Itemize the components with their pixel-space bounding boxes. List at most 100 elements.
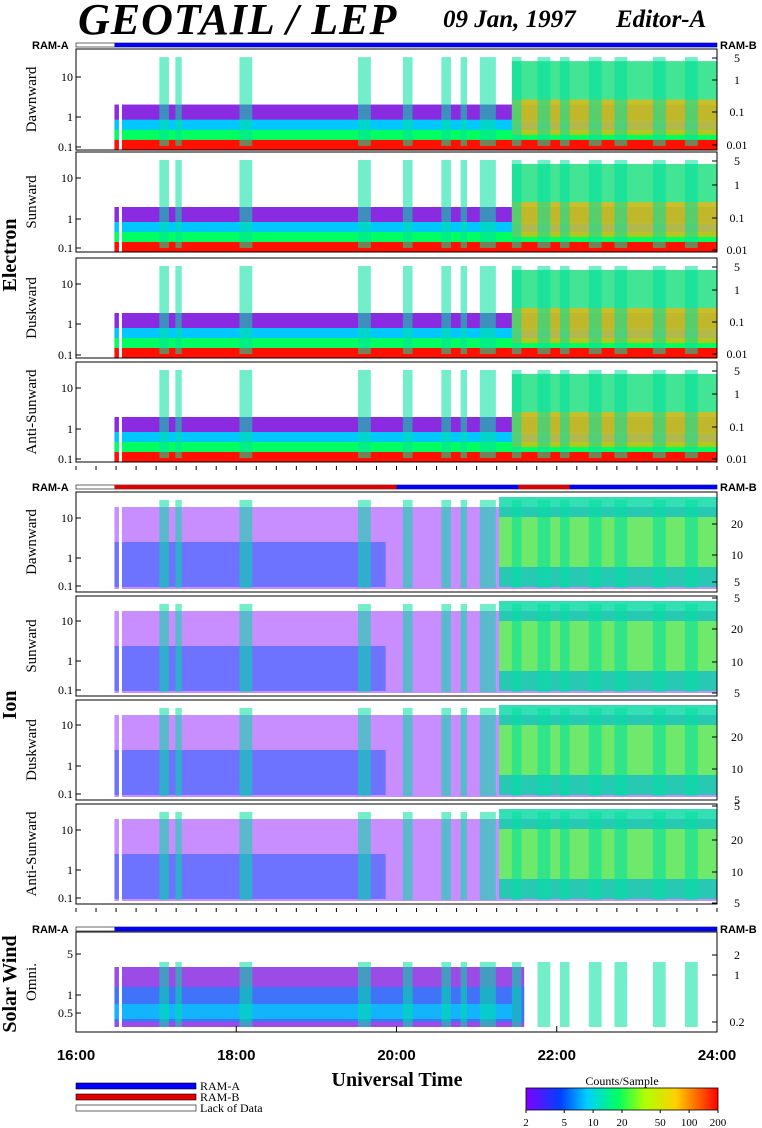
left-tick-label: 0.1 bbox=[58, 787, 73, 801]
left-tick-label: 10 bbox=[61, 718, 73, 732]
spectrum-burst bbox=[684, 962, 698, 1027]
left-tick-label: 0.1 bbox=[58, 579, 73, 593]
right-tick-label: 20 bbox=[731, 730, 743, 744]
x-tick-label: 20:00 bbox=[377, 1047, 415, 1064]
data-gap bbox=[118, 596, 122, 696]
spectrum-burst bbox=[588, 370, 602, 458]
panel-5 bbox=[75, 491, 718, 593]
right-tick-label: 1 bbox=[734, 283, 740, 297]
data-gap bbox=[118, 700, 122, 800]
panel-1 bbox=[75, 48, 718, 151]
spectrum-burst bbox=[358, 962, 371, 1027]
spectrum-burst bbox=[652, 370, 666, 458]
spectrum-burst bbox=[537, 812, 551, 900]
panel-label: Anti-Sunward bbox=[24, 369, 40, 454]
panel-2 bbox=[75, 151, 718, 253]
panel-label: Duskward bbox=[24, 719, 40, 781]
spectrum-band bbox=[499, 829, 717, 879]
group-label: Ion bbox=[0, 691, 21, 720]
colorbar-title: Counts/Sample bbox=[585, 1074, 658, 1088]
spectrum-burst bbox=[652, 604, 666, 692]
spectrum-burst bbox=[479, 708, 496, 796]
right-tick-label: 20 bbox=[731, 833, 743, 847]
spectrum-burst bbox=[684, 266, 698, 354]
right-tick-label: 5 bbox=[734, 799, 740, 813]
spectrum-burst bbox=[614, 266, 628, 354]
panel-frame bbox=[75, 361, 718, 463]
spectrum-burst bbox=[537, 57, 551, 146]
ram-b-label: RAM-B bbox=[720, 924, 757, 936]
spectrum-burst bbox=[358, 812, 371, 900]
right-tick-label: 0.01 bbox=[727, 243, 748, 257]
colorbar-tick-label: 200 bbox=[710, 1117, 727, 1128]
right-tick-label: 5 bbox=[734, 896, 740, 910]
spectrum-burst bbox=[479, 57, 496, 146]
spectrum-burst bbox=[402, 604, 413, 692]
x-tick-label: 16:00 bbox=[57, 1047, 95, 1064]
right-tick-label: 5 bbox=[734, 591, 740, 605]
panel-label: Anti-Sunward bbox=[24, 811, 40, 896]
right-tick-label: 0.2 bbox=[730, 1015, 745, 1029]
panel-frame bbox=[75, 151, 718, 253]
left-tick-label: 1 bbox=[67, 654, 73, 668]
spectrum-burst bbox=[358, 57, 371, 146]
panel-label: Dawnward bbox=[24, 66, 40, 132]
spectrum-burst bbox=[239, 812, 253, 900]
spectrum-burst bbox=[358, 370, 371, 458]
spectrum-band bbox=[114, 139, 717, 150]
spectrum-burst bbox=[441, 812, 451, 900]
spectrum-burst bbox=[559, 500, 570, 588]
right-tick-label: 0.1 bbox=[730, 211, 745, 225]
panel-label: Sunward bbox=[24, 175, 40, 229]
left-tick-label: 0.5 bbox=[58, 1006, 73, 1020]
spectrum-burst bbox=[358, 160, 371, 248]
left-tick-label: 1 bbox=[67, 422, 73, 436]
panel-frame bbox=[75, 48, 718, 151]
left-tick-label: 1 bbox=[67, 863, 73, 877]
legend-label: RAM-A bbox=[200, 1079, 240, 1093]
spectrum-burst bbox=[460, 962, 468, 1027]
ram-a-label: RAM-A bbox=[32, 924, 69, 936]
spectrum-burst bbox=[511, 708, 522, 796]
spectrum-burst bbox=[652, 57, 666, 146]
ram-bar-1 bbox=[75, 42, 718, 48]
right-tick-label: 5 bbox=[734, 793, 740, 807]
data-gap bbox=[118, 932, 122, 1032]
spectrum-burst bbox=[159, 604, 169, 692]
spectrum-burst bbox=[511, 266, 522, 354]
right-tick-label: 10 bbox=[731, 548, 743, 562]
data-gap bbox=[118, 152, 122, 252]
spectrum-burst bbox=[614, 604, 628, 692]
right-tick-label: 0.1 bbox=[730, 105, 745, 119]
spectrum-burst bbox=[460, 370, 468, 458]
chart-title: GEOTAIL / LEP bbox=[78, 0, 398, 44]
spectrum-band bbox=[114, 452, 717, 462]
panel-7 bbox=[75, 699, 718, 801]
spectrum-burst bbox=[614, 57, 628, 146]
spectrum-burst bbox=[652, 500, 666, 588]
spectrum-burst bbox=[588, 812, 602, 900]
spectrum-band bbox=[499, 517, 717, 567]
spectrum-burst bbox=[652, 160, 666, 248]
group-label: Electron bbox=[0, 219, 21, 292]
legend-swatch bbox=[75, 1104, 197, 1112]
spectrum-burst bbox=[614, 708, 628, 796]
colorbar-tick-label: 5 bbox=[561, 1117, 567, 1128]
x-tick-label: 18:00 bbox=[217, 1047, 255, 1064]
data-gap bbox=[118, 362, 122, 462]
spectrum-burst bbox=[479, 266, 496, 354]
spectrum-burst bbox=[175, 370, 182, 458]
spectrum-band bbox=[114, 348, 717, 358]
spectrum-burst bbox=[460, 500, 468, 588]
colorbar-tick-label: 50 bbox=[655, 1117, 667, 1128]
ram-b-label: RAM-B bbox=[720, 482, 757, 494]
spectrum-burst bbox=[479, 500, 496, 588]
spectrum-burst bbox=[684, 160, 698, 248]
spectrum-burst bbox=[460, 812, 468, 900]
spectrum-burst bbox=[460, 160, 468, 248]
panel-frame bbox=[75, 257, 718, 359]
spectrum-burst bbox=[537, 962, 551, 1027]
spectrum-burst bbox=[402, 708, 413, 796]
right-tick-label: 0.1 bbox=[730, 315, 745, 329]
